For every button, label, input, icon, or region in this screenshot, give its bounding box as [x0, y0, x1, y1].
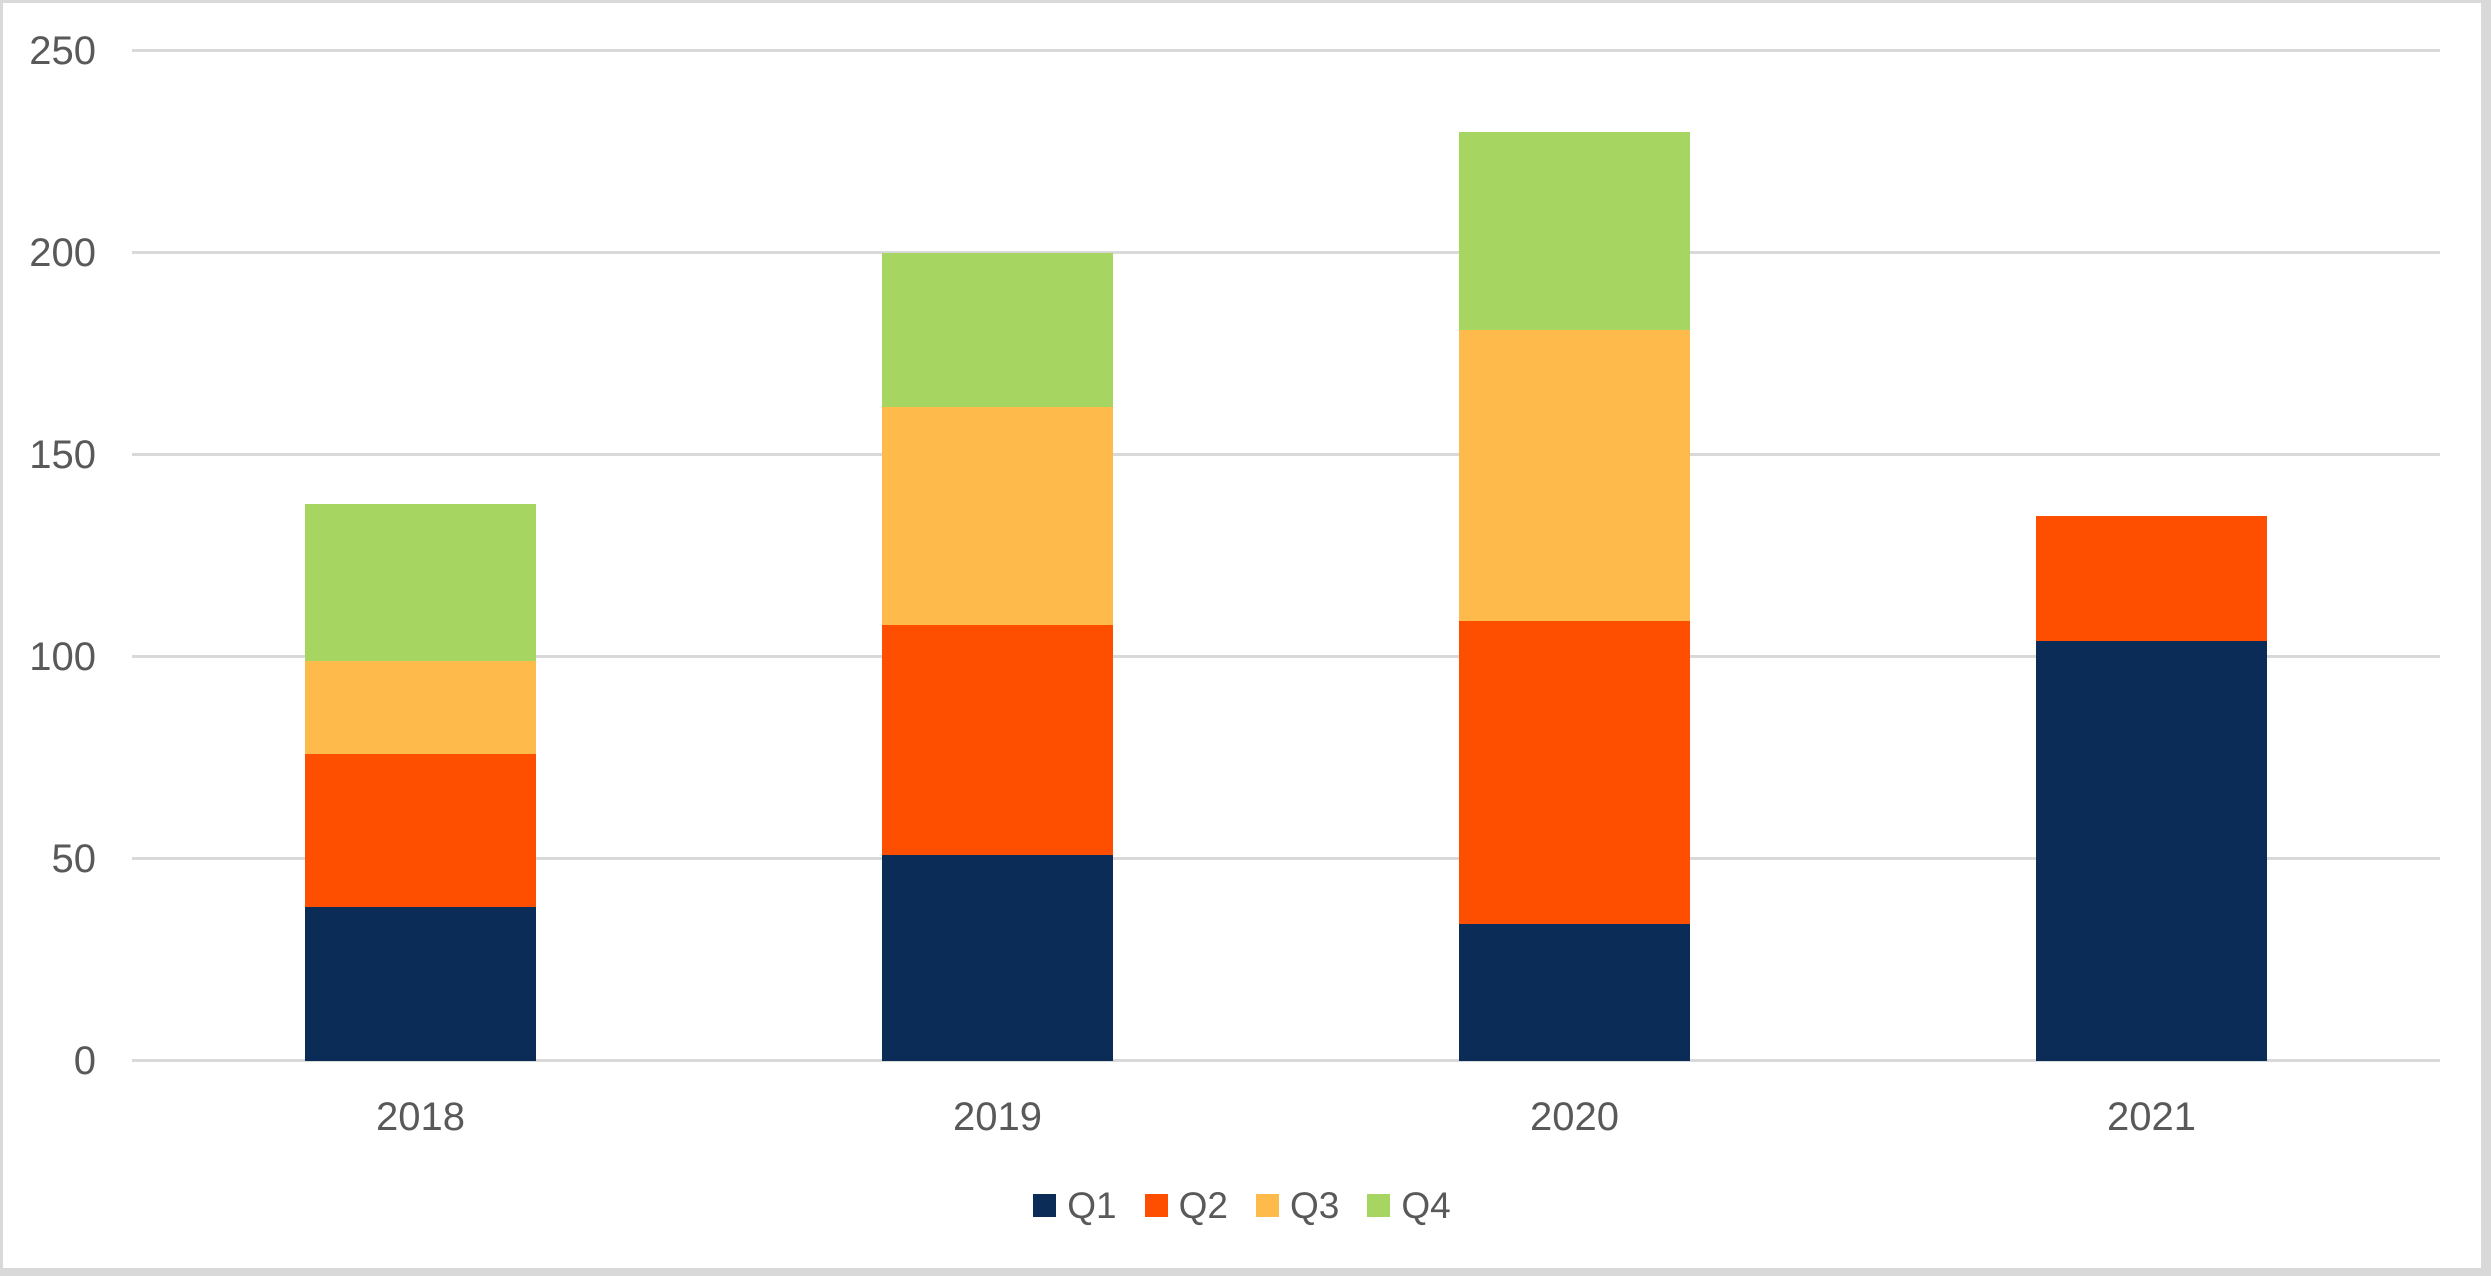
bar-segment-q1-2019[interactable] [882, 854, 1113, 1061]
bar-segment-q4-2019[interactable] [882, 253, 1113, 407]
y-tick-label-0: 0 [73, 1039, 96, 1083]
y-tick-label-100: 100 [29, 635, 96, 679]
bar-segment-q3-2018[interactable] [305, 661, 536, 754]
gridline-100 [132, 655, 2440, 658]
legend-label-q1: Q1 [1067, 1185, 1117, 1226]
legend-swatch-q3 [1256, 1194, 1279, 1217]
bar-2020[interactable] [1459, 131, 1690, 1061]
bar-2021[interactable] [2036, 515, 2267, 1061]
gridline-0 [132, 1059, 2440, 1062]
bar-segment-q4-2020[interactable] [1459, 131, 1690, 330]
y-tick-label-50: 50 [51, 837, 97, 881]
legend-item-q3[interactable]: Q3 [1256, 1187, 1339, 1224]
bar-segment-q1-2020[interactable] [1459, 923, 1690, 1061]
x-tick-label-2020: 2020 [1530, 1095, 1619, 1139]
bar-segment-q2-2020[interactable] [1459, 620, 1690, 924]
legend-label-q3: Q3 [1290, 1185, 1340, 1226]
legend-swatch-q1 [1033, 1194, 1057, 1217]
y-tick-label-250: 250 [29, 29, 96, 73]
gridline-200 [132, 251, 2440, 254]
legend-item-q4[interactable]: Q4 [1367, 1185, 1451, 1226]
bar-segment-q1-2021[interactable] [2036, 640, 2267, 1061]
legend: Q1 Q2 Q3 Q4 [3, 1187, 2481, 1224]
legend-label-q2: Q2 [1178, 1185, 1228, 1226]
gridline-250 [132, 49, 2440, 52]
bar-segment-q2-2019[interactable] [882, 624, 1113, 855]
legend-swatch-q2 [1144, 1194, 1168, 1217]
legend-item-q1[interactable]: Q1 [1033, 1185, 1117, 1226]
bar-segment-q3-2019[interactable] [882, 406, 1113, 625]
x-tick-label-2019: 2019 [953, 1095, 1042, 1139]
bar-2019[interactable] [882, 253, 1113, 1061]
legend-item-q2[interactable]: Q2 [1144, 1185, 1228, 1226]
gridline-50 [132, 857, 2440, 860]
gridline-150 [132, 453, 2440, 456]
y-tick-label-200: 200 [29, 231, 96, 275]
x-tick-label-2018: 2018 [376, 1095, 465, 1139]
y-tick-label-150: 150 [29, 433, 96, 477]
bar-segment-q1-2018[interactable] [305, 907, 536, 1061]
bar-segment-q2-2018[interactable] [305, 753, 536, 908]
bar-segment-q3-2020[interactable] [1459, 329, 1690, 621]
bar-2018[interactable] [305, 503, 536, 1061]
bar-segment-q2-2021[interactable] [2036, 515, 2267, 641]
legend-swatch-q4 [1367, 1194, 1391, 1217]
legend-label-q4: Q4 [1401, 1185, 1451, 1226]
x-tick-label-2021: 2021 [2107, 1095, 2196, 1139]
bar-segment-q4-2018[interactable] [305, 503, 536, 662]
